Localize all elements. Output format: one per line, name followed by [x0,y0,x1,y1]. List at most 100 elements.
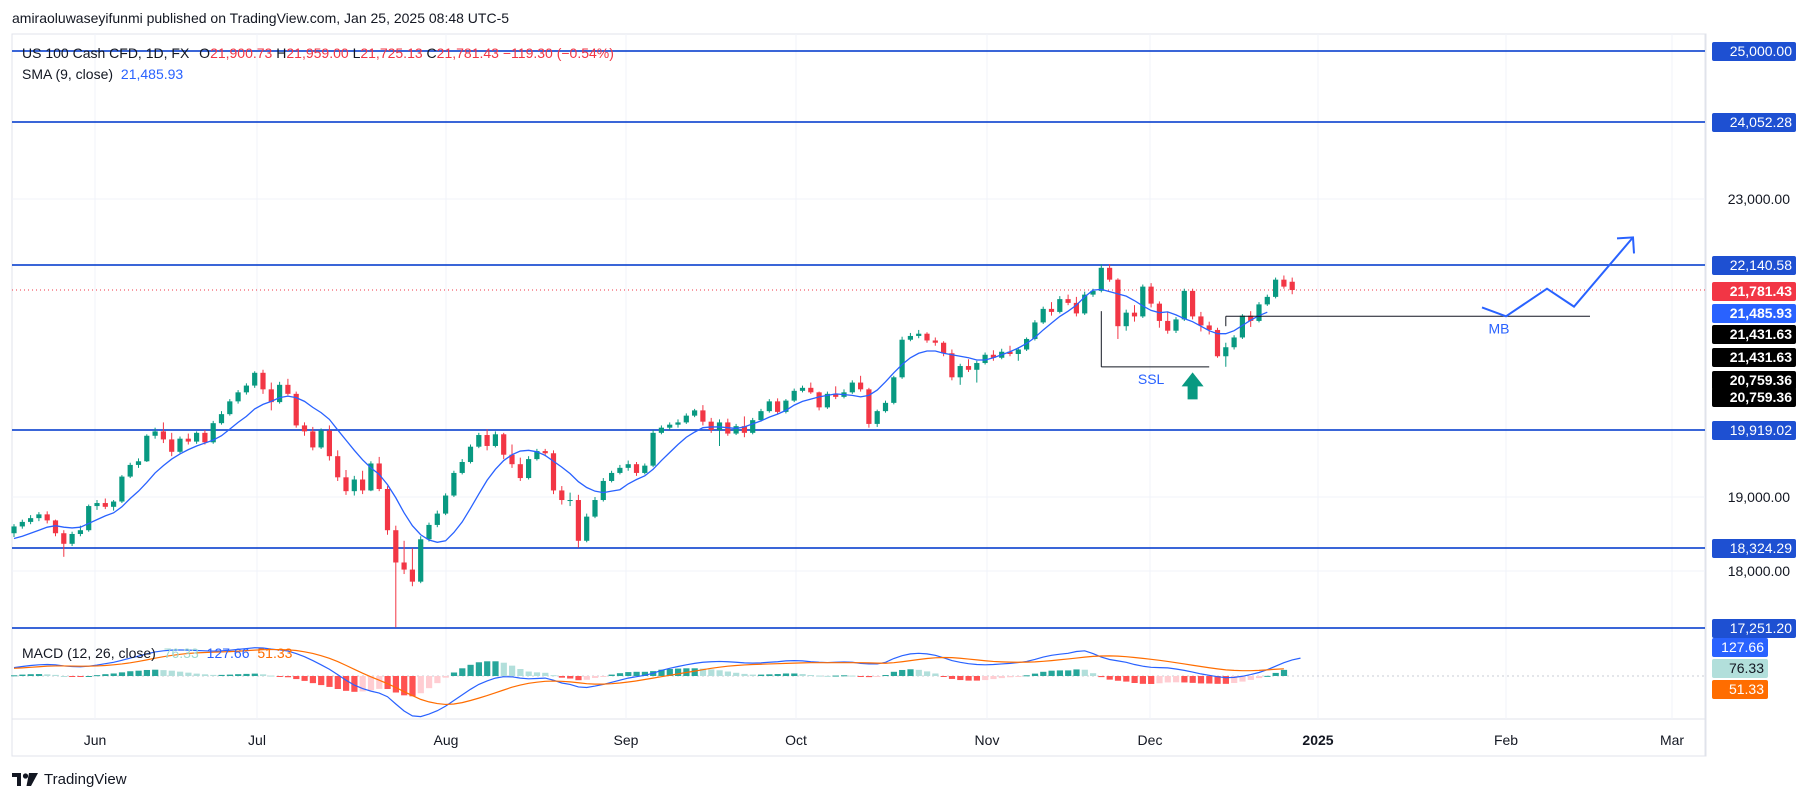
candle-body[interactable] [924,333,930,341]
candle-body[interactable] [443,495,449,514]
candle-body[interactable] [974,363,980,370]
candle-body[interactable] [907,335,913,340]
candle-body[interactable] [882,402,889,412]
candle-body[interactable] [1256,304,1262,321]
candle-body[interactable] [874,411,880,424]
candle-body[interactable] [194,432,200,442]
candle-body[interactable] [19,521,25,527]
candle-body[interactable] [891,377,897,403]
candle-body[interactable] [658,427,664,433]
candle-body[interactable] [1264,296,1270,305]
candle-body[interactable] [750,420,756,433]
candle-body[interactable] [567,500,573,502]
candle-body[interactable] [916,333,922,336]
candle-body[interactable] [791,390,797,401]
candle-body[interactable] [69,533,75,544]
candle-body[interactable] [409,569,415,582]
candle-body[interactable] [866,389,872,424]
candle-body[interactable] [692,410,698,416]
candle-body[interactable] [783,400,789,412]
candle-body[interactable] [1181,290,1187,320]
candle-body[interactable] [135,461,142,465]
candle-body[interactable] [1007,351,1013,355]
candle-body[interactable] [368,463,374,491]
candle-body[interactable] [1231,337,1237,348]
candle-body[interactable] [766,401,772,412]
candle-body[interactable] [642,465,648,473]
candle-body[interactable] [351,479,357,492]
candle-body[interactable] [1098,267,1104,291]
candle-body[interactable] [260,372,266,390]
candle-body[interactable] [384,488,391,531]
candle-body[interactable] [501,434,507,455]
candle-body[interactable] [152,431,158,436]
candle-body[interactable] [949,353,955,378]
candle-body[interactable] [1214,329,1221,357]
candle-body[interactable] [1032,322,1038,339]
candle-body[interactable] [451,472,457,496]
sma-label[interactable]: SMA (9, close) [22,66,114,82]
candle-body[interactable] [376,463,382,489]
candle-body[interactable] [202,432,208,443]
candle-body[interactable] [102,503,108,507]
candle-body[interactable] [550,453,557,491]
candle-body[interactable] [633,464,640,473]
candle-body[interactable] [401,562,407,570]
candle-body[interactable] [185,438,191,442]
candle-body[interactable] [310,431,316,448]
candle-body[interactable] [542,451,548,454]
candle-body[interactable] [44,514,50,521]
candle-body[interactable] [526,459,532,479]
candle-body[interactable] [77,530,83,534]
candle-body[interactable] [459,462,465,473]
candle-body[interactable] [584,516,590,541]
candle-body[interactable] [575,500,581,541]
candle-body[interactable] [492,434,498,446]
candle-body[interactable] [1173,319,1179,331]
candle-body[interactable] [941,342,947,354]
candle-body[interactable] [1065,299,1071,303]
candle-body[interactable] [758,411,764,421]
candle-body[interactable] [1223,347,1229,357]
candle-body[interactable] [716,422,723,430]
tradingview-logo[interactable]: TradingView [12,771,127,788]
candle-body[interactable] [1198,316,1204,326]
candle-body[interactable] [592,500,598,517]
candle-body[interactable] [1190,290,1196,317]
candle-body[interactable] [36,514,42,519]
candle-body[interactable] [252,372,258,386]
candle-body[interactable] [177,438,183,452]
candle-body[interactable] [625,464,631,468]
candle-body[interactable] [858,382,864,390]
candle-body[interactable] [675,422,681,425]
candle-body[interactable] [1090,290,1096,295]
candle-body[interactable] [1165,320,1171,331]
candle-body[interactable] [517,464,523,479]
candle-body[interactable] [160,431,166,440]
candle-body[interactable] [683,415,689,423]
candle-body[interactable] [293,393,299,426]
candle-body[interactable] [1115,279,1121,327]
candle-body[interactable] [816,392,822,408]
candle-body[interactable] [1248,315,1254,321]
candle-body[interactable] [318,430,324,448]
candle-body[interactable] [824,393,830,408]
candle-body[interactable] [28,518,34,522]
candle-body[interactable] [484,435,490,446]
candle-body[interactable] [741,426,747,433]
candle-body[interactable] [899,339,905,378]
candle-body[interactable] [1148,286,1154,304]
candle-body[interactable] [733,426,739,434]
candle-body[interactable] [1048,308,1055,312]
candle-body[interactable] [1239,315,1245,338]
candle-body[interactable] [708,421,714,430]
candle-body[interactable] [650,432,656,466]
candle-body[interactable] [509,454,515,465]
candle-body[interactable] [932,340,938,343]
candle-body[interactable] [1082,294,1088,314]
candle-body[interactable] [94,503,100,507]
candle-body[interactable] [343,477,349,492]
candle-body[interactable] [617,467,623,473]
candle-body[interactable] [1107,267,1113,280]
candle-body[interactable] [360,479,366,491]
